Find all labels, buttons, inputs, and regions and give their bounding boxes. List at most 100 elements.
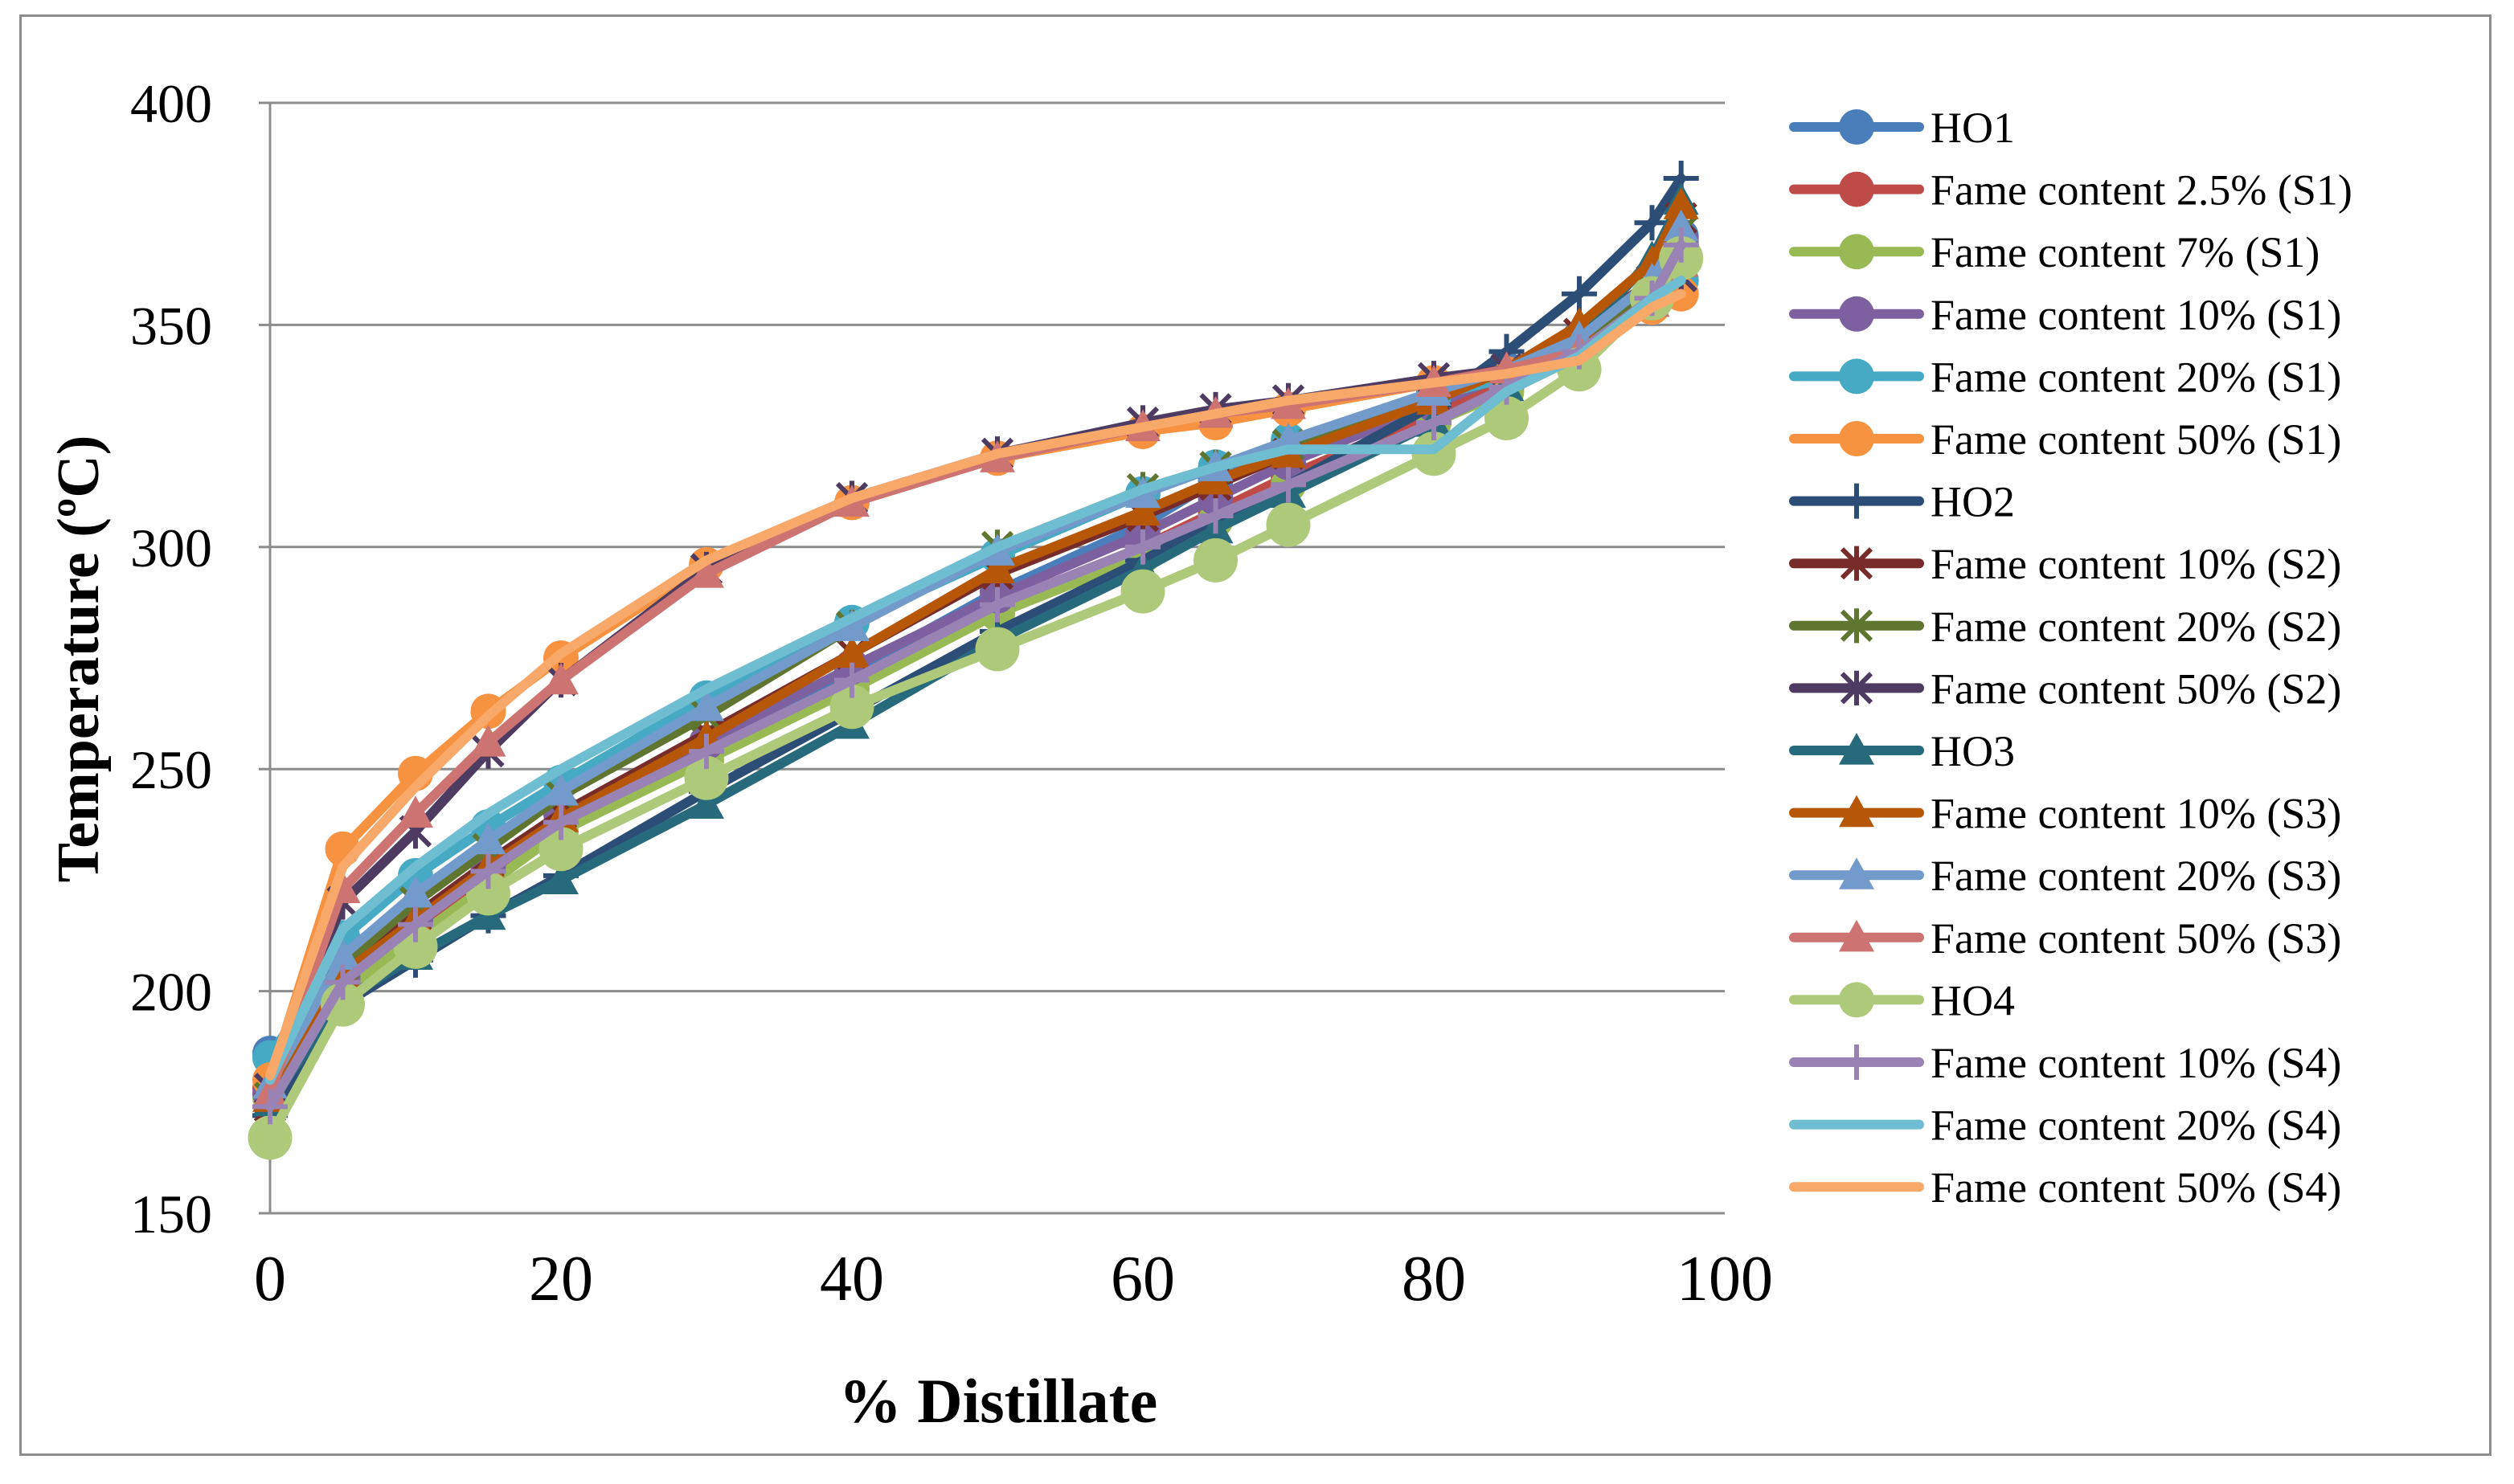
legend-label: Fame content 50% (S1) bbox=[1931, 415, 2341, 464]
legend-item: Fame content 2.5% (S1) bbox=[1789, 166, 2352, 215]
data-point bbox=[1839, 296, 1874, 332]
legend-item: Fame content 7% (S1) bbox=[1789, 228, 2320, 276]
legend-item: Fame content 50% (S2) bbox=[1789, 664, 2341, 713]
legend-label: Fame content 20% (S4) bbox=[1931, 1102, 2341, 1150]
series-9 bbox=[253, 214, 1697, 1115]
data-point bbox=[248, 1115, 293, 1160]
legend-item: Fame content 20% (S1) bbox=[1789, 353, 2341, 401]
legend-label: Fame content 2.5% (S1) bbox=[1931, 166, 2352, 215]
data-point bbox=[1839, 234, 1874, 270]
chart-frame bbox=[19, 14, 2491, 1456]
legend-label: Fame content 50% (S2) bbox=[1931, 664, 2341, 713]
series-15 bbox=[248, 235, 1704, 1160]
data-point bbox=[1198, 498, 1234, 534]
legend-label: HO1 bbox=[1931, 104, 2015, 152]
data-point bbox=[325, 938, 361, 970]
x-tick-label: 60 bbox=[1111, 1244, 1175, 1314]
data-point bbox=[1839, 857, 1874, 889]
data-point bbox=[834, 609, 870, 641]
x-tick-label: 20 bbox=[529, 1244, 593, 1314]
data-point bbox=[1839, 358, 1874, 395]
data-point bbox=[1484, 395, 1529, 440]
data-point bbox=[689, 555, 724, 588]
legend-item: Fame content 20% (S3) bbox=[1789, 852, 2341, 900]
legend-item: Fame content 10% (S1) bbox=[1789, 291, 2341, 339]
data-point bbox=[1840, 546, 1873, 581]
x-tick-label: 0 bbox=[254, 1244, 286, 1314]
data-point bbox=[1840, 670, 1873, 705]
legend-item: HO1 bbox=[1789, 104, 2015, 152]
y-tick-label: 350 bbox=[130, 295, 212, 356]
data-point bbox=[325, 964, 361, 1000]
data-point bbox=[689, 787, 724, 820]
data-point bbox=[543, 773, 579, 806]
legend-item: Fame content 50% (S3) bbox=[1789, 914, 2341, 963]
data-point bbox=[1120, 569, 1165, 614]
series-line bbox=[265, 235, 1686, 1098]
data-point bbox=[1839, 1045, 1874, 1080]
data-point bbox=[829, 685, 874, 730]
y-tick-label: 150 bbox=[130, 1184, 212, 1245]
legend-label: Fame content 10% (S3) bbox=[1931, 790, 2341, 838]
legend-item: Fame content 20% (S2) bbox=[1789, 603, 2341, 651]
data-point bbox=[1839, 919, 1874, 952]
data-point bbox=[1266, 502, 1311, 547]
legend-item: HO3 bbox=[1789, 727, 2015, 775]
legend-label: Fame content 7% (S1) bbox=[1931, 228, 2320, 276]
data-point bbox=[1634, 205, 1670, 241]
data-point bbox=[543, 862, 579, 894]
data-point bbox=[538, 827, 583, 872]
data-point bbox=[1663, 209, 1699, 242]
axes bbox=[259, 101, 1725, 1215]
series-line bbox=[265, 253, 1686, 1143]
data-point bbox=[834, 662, 870, 698]
data-point bbox=[1663, 187, 1699, 219]
legend-label: Fame content 10% (S2) bbox=[1931, 540, 2341, 588]
y-tick-label: 250 bbox=[130, 739, 212, 800]
legend-label: HO4 bbox=[1931, 976, 2015, 1024]
y-tick-label: 200 bbox=[130, 962, 212, 1023]
series-18 bbox=[265, 288, 1686, 1081]
data-point bbox=[1125, 529, 1161, 565]
y-tick-labels: 150 200 250 300 350 400 bbox=[130, 73, 212, 1245]
legend-label: HO3 bbox=[1931, 727, 2015, 775]
x-tick-labels: 0 20 40 60 80 100 bbox=[254, 1244, 1773, 1314]
data-point bbox=[834, 636, 870, 668]
legend-label: HO2 bbox=[1931, 478, 2015, 526]
data-point bbox=[470, 822, 506, 855]
x-tick-label: 100 bbox=[1677, 1244, 1773, 1314]
data-point bbox=[398, 906, 433, 942]
data-point bbox=[470, 853, 506, 889]
legend-item: Fame content 10% (S3) bbox=[1789, 790, 2341, 838]
data-point bbox=[980, 551, 1015, 584]
legend-label: Fame content 20% (S3) bbox=[1931, 852, 2341, 900]
series-line bbox=[265, 276, 1686, 1085]
data-point bbox=[1663, 227, 1699, 263]
legend-item: Fame content 50% (S1) bbox=[1789, 415, 2341, 464]
series-16 bbox=[252, 227, 1699, 1125]
data-point bbox=[543, 662, 579, 695]
data-point bbox=[1839, 109, 1874, 145]
data-point bbox=[684, 755, 729, 800]
series-group bbox=[248, 160, 1704, 1160]
data-point bbox=[1416, 405, 1451, 441]
data-point bbox=[1839, 733, 1874, 765]
legend-label: Fame content 10% (S4) bbox=[1931, 1039, 2341, 1087]
data-point bbox=[398, 875, 433, 908]
x-axis-label: % Distillate bbox=[839, 1366, 1157, 1436]
data-point bbox=[252, 1089, 288, 1125]
data-point bbox=[1839, 795, 1874, 828]
data-point bbox=[543, 804, 579, 840]
legend-item: HO4 bbox=[1789, 976, 2015, 1024]
legend-item: Fame content 50% (S4) bbox=[1789, 1163, 2341, 1212]
legend-label: Fame content 10% (S1) bbox=[1931, 291, 2341, 339]
legend-label: Fame content 50% (S4) bbox=[1931, 1163, 2341, 1212]
series-2 bbox=[252, 227, 1699, 1107]
series-4 bbox=[252, 223, 1699, 1111]
data-point bbox=[1840, 608, 1873, 644]
legend-label: Fame content 20% (S2) bbox=[1931, 603, 2341, 651]
data-point bbox=[1839, 421, 1874, 456]
y-axis-label: Temperature (ºC) bbox=[46, 435, 112, 883]
data-point bbox=[1271, 467, 1306, 503]
